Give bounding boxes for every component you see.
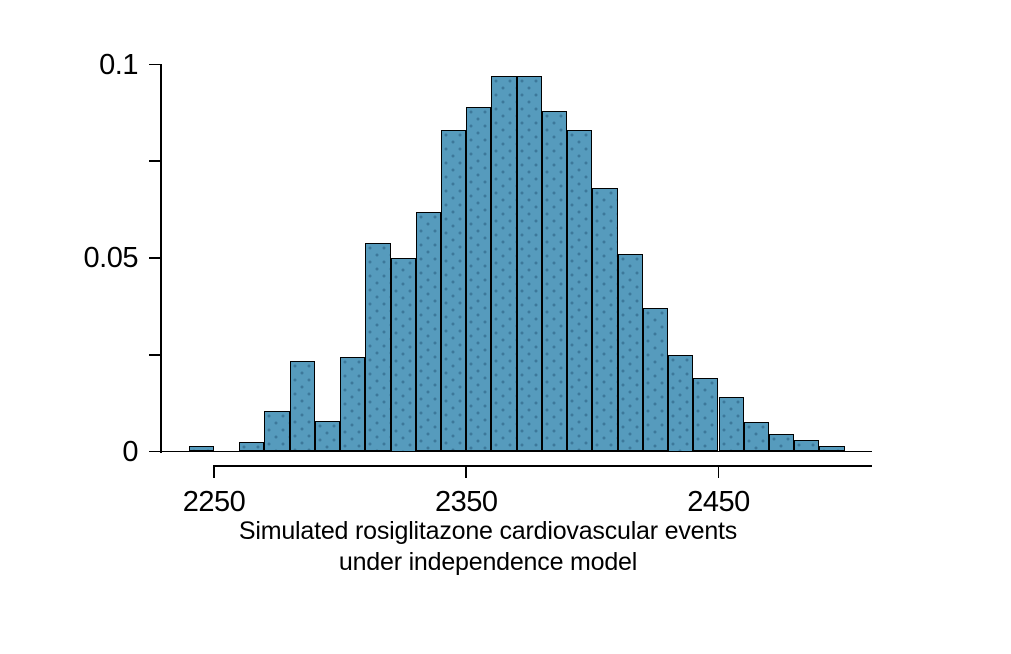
histogram-bar	[541, 110, 568, 452]
x-tick	[213, 465, 215, 478]
y-tick	[149, 160, 161, 163]
x-tick-label: 2450	[687, 486, 750, 518]
histogram-bar	[415, 211, 442, 452]
x-axis-title-line1: Simulated rosiglitazone cardiovascular e…	[238, 517, 738, 545]
histogram-bar	[668, 354, 694, 452]
y-tick-label: 0.1	[99, 48, 138, 81]
histogram-bar	[592, 188, 618, 452]
histogram-bar	[491, 76, 517, 452]
histogram-bar	[365, 242, 391, 452]
x-axis-title-line2: under independence model	[338, 548, 638, 576]
histogram-bar	[289, 360, 315, 452]
histogram-bar	[642, 308, 669, 452]
y-tick	[149, 257, 161, 259]
x-tick	[717, 465, 720, 478]
y-tick	[149, 63, 161, 66]
histogram-bar	[718, 397, 744, 452]
histogram-bar	[693, 377, 719, 452]
y-tick-label: 0.05	[83, 242, 139, 274]
y-tick	[149, 450, 161, 453]
y-tick-label: 0	[122, 435, 138, 468]
histogram-bar	[340, 356, 366, 452]
x-tick-label: 2250	[182, 486, 246, 518]
histogram-bar	[516, 76, 542, 452]
histogram-bar	[617, 254, 643, 452]
histogram-bar	[567, 130, 593, 452]
histogram-bar	[441, 130, 467, 452]
histogram-bar	[466, 107, 492, 452]
histogram-bar	[390, 258, 416, 452]
baseline	[160, 450, 872, 453]
histogram-bar	[264, 410, 290, 452]
y-tick	[149, 353, 161, 356]
histogram-bar	[743, 422, 769, 452]
histogram-bar	[314, 420, 341, 452]
y-axis-line	[160, 64, 162, 453]
x-tick	[465, 465, 468, 478]
histogram-bar	[768, 434, 795, 452]
x-tick-label: 2350	[434, 486, 498, 518]
x-axis-line	[213, 465, 872, 467]
